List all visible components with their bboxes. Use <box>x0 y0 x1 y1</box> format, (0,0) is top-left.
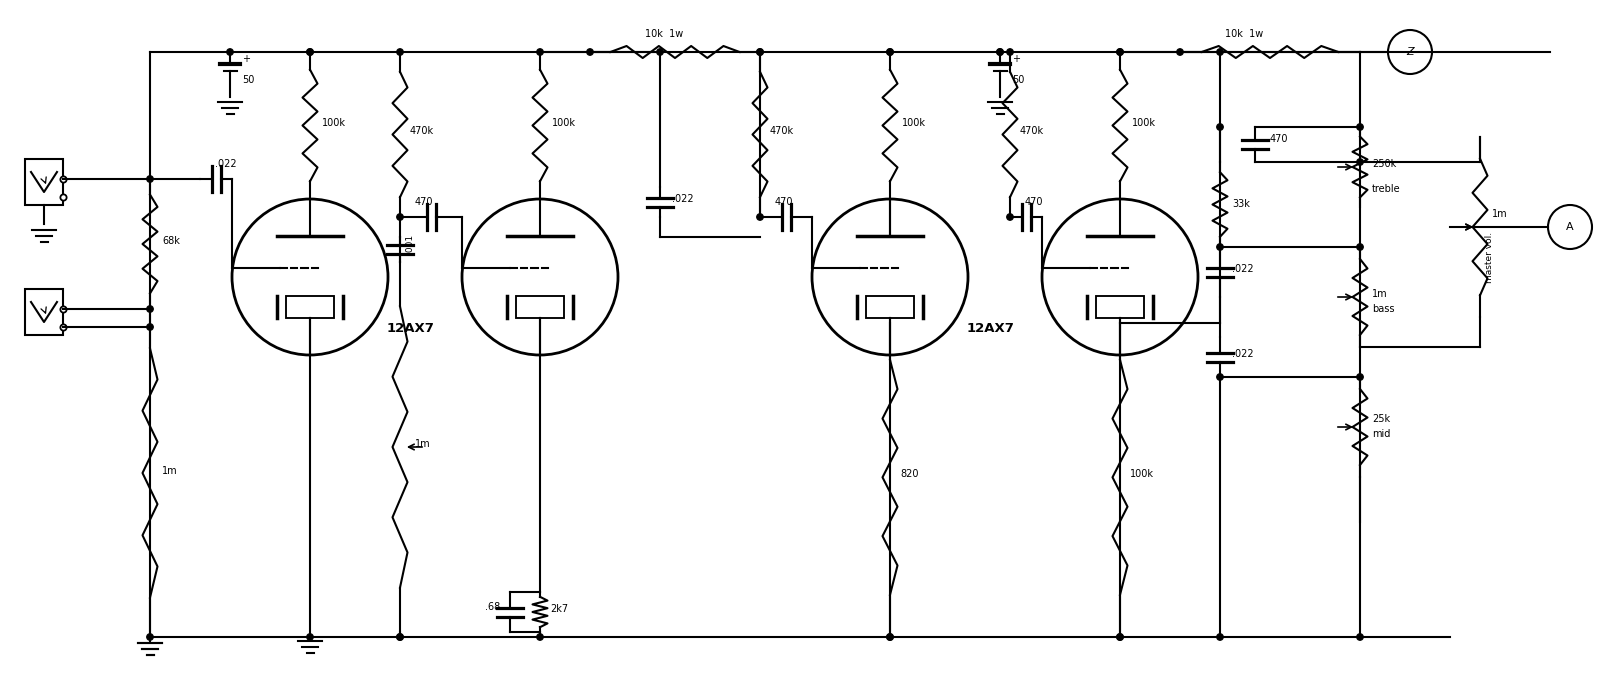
Circle shape <box>886 49 893 56</box>
Text: 50: 50 <box>1013 75 1024 85</box>
Text: 470k: 470k <box>770 127 794 137</box>
Circle shape <box>1357 124 1363 130</box>
Circle shape <box>1216 49 1224 56</box>
Circle shape <box>757 49 763 56</box>
Text: 1m: 1m <box>1491 209 1507 219</box>
Text: 100k: 100k <box>902 118 926 127</box>
Text: 12AX7: 12AX7 <box>966 322 1014 335</box>
Text: 10k: 10k <box>901 469 918 479</box>
Circle shape <box>147 176 154 182</box>
Text: A: A <box>1566 222 1574 232</box>
Bar <box>26 289 62 335</box>
Text: 470: 470 <box>414 197 434 207</box>
Text: 100k: 100k <box>1130 469 1154 479</box>
Circle shape <box>538 634 544 640</box>
Circle shape <box>1117 634 1123 640</box>
Text: .022: .022 <box>1232 264 1254 274</box>
Circle shape <box>757 214 763 220</box>
Circle shape <box>1117 49 1123 56</box>
Bar <box>286 296 334 318</box>
Circle shape <box>1117 634 1123 640</box>
Circle shape <box>1216 374 1224 380</box>
Text: 1m: 1m <box>414 439 430 449</box>
Text: 470: 470 <box>774 197 794 207</box>
Text: 50: 50 <box>242 75 254 85</box>
Circle shape <box>658 49 664 56</box>
Text: master vol.: master vol. <box>1485 232 1494 282</box>
Circle shape <box>997 49 1003 56</box>
Circle shape <box>1216 124 1224 130</box>
Circle shape <box>307 49 314 56</box>
Text: 100k: 100k <box>1133 118 1155 127</box>
Circle shape <box>1216 244 1224 250</box>
Text: 100k: 100k <box>552 118 576 127</box>
Text: 470: 470 <box>1270 134 1288 144</box>
Text: .022: .022 <box>672 194 694 204</box>
Circle shape <box>307 49 314 56</box>
Circle shape <box>886 49 893 56</box>
Text: +: + <box>242 54 250 64</box>
Circle shape <box>1357 159 1363 165</box>
Text: .001: .001 <box>405 234 414 254</box>
Text: Z: Z <box>1406 47 1414 57</box>
Circle shape <box>587 49 594 56</box>
Text: bass: bass <box>1373 304 1395 314</box>
Text: .022: .022 <box>214 159 237 169</box>
Circle shape <box>1176 49 1184 56</box>
Text: mid: mid <box>1373 429 1390 439</box>
Circle shape <box>538 49 544 56</box>
Text: treble: treble <box>1373 184 1400 194</box>
Text: 10k  1w: 10k 1w <box>645 29 683 39</box>
Text: 250k: 250k <box>1373 159 1397 169</box>
Circle shape <box>397 634 403 640</box>
Text: 1m: 1m <box>1373 289 1387 299</box>
Text: 470k: 470k <box>410 127 434 137</box>
Circle shape <box>397 214 403 220</box>
Text: 470: 470 <box>1026 197 1043 207</box>
Circle shape <box>886 634 893 640</box>
Text: .68: .68 <box>485 601 501 611</box>
Text: 820: 820 <box>901 469 922 479</box>
Circle shape <box>397 49 403 56</box>
Text: 2k7: 2k7 <box>550 603 568 613</box>
Circle shape <box>1357 244 1363 250</box>
Circle shape <box>1357 374 1363 380</box>
Bar <box>515 296 565 318</box>
Circle shape <box>397 634 403 640</box>
Circle shape <box>1006 49 1013 56</box>
Circle shape <box>997 49 1003 56</box>
Bar <box>26 159 62 205</box>
Bar <box>1096 296 1144 318</box>
Text: 1m: 1m <box>162 466 178 477</box>
Circle shape <box>147 634 154 640</box>
Text: 470k: 470k <box>1021 127 1045 137</box>
Text: 33k: 33k <box>1232 199 1250 209</box>
Circle shape <box>1006 214 1013 220</box>
Circle shape <box>1357 634 1363 640</box>
Text: 25k: 25k <box>1373 414 1390 424</box>
Text: 12AX7: 12AX7 <box>386 322 434 335</box>
Circle shape <box>227 49 234 56</box>
Circle shape <box>147 324 154 330</box>
Circle shape <box>886 634 893 640</box>
Text: .022: .022 <box>1232 349 1254 359</box>
Text: 100k: 100k <box>322 118 346 127</box>
Circle shape <box>307 634 314 640</box>
Circle shape <box>147 306 154 312</box>
Text: 68k: 68k <box>162 236 179 246</box>
Bar <box>866 296 914 318</box>
Text: 10k  1w: 10k 1w <box>1226 29 1264 39</box>
Text: 820: 820 <box>901 469 918 479</box>
Text: +: + <box>1013 54 1021 64</box>
Circle shape <box>1216 634 1224 640</box>
Circle shape <box>1117 49 1123 56</box>
Circle shape <box>757 49 763 56</box>
